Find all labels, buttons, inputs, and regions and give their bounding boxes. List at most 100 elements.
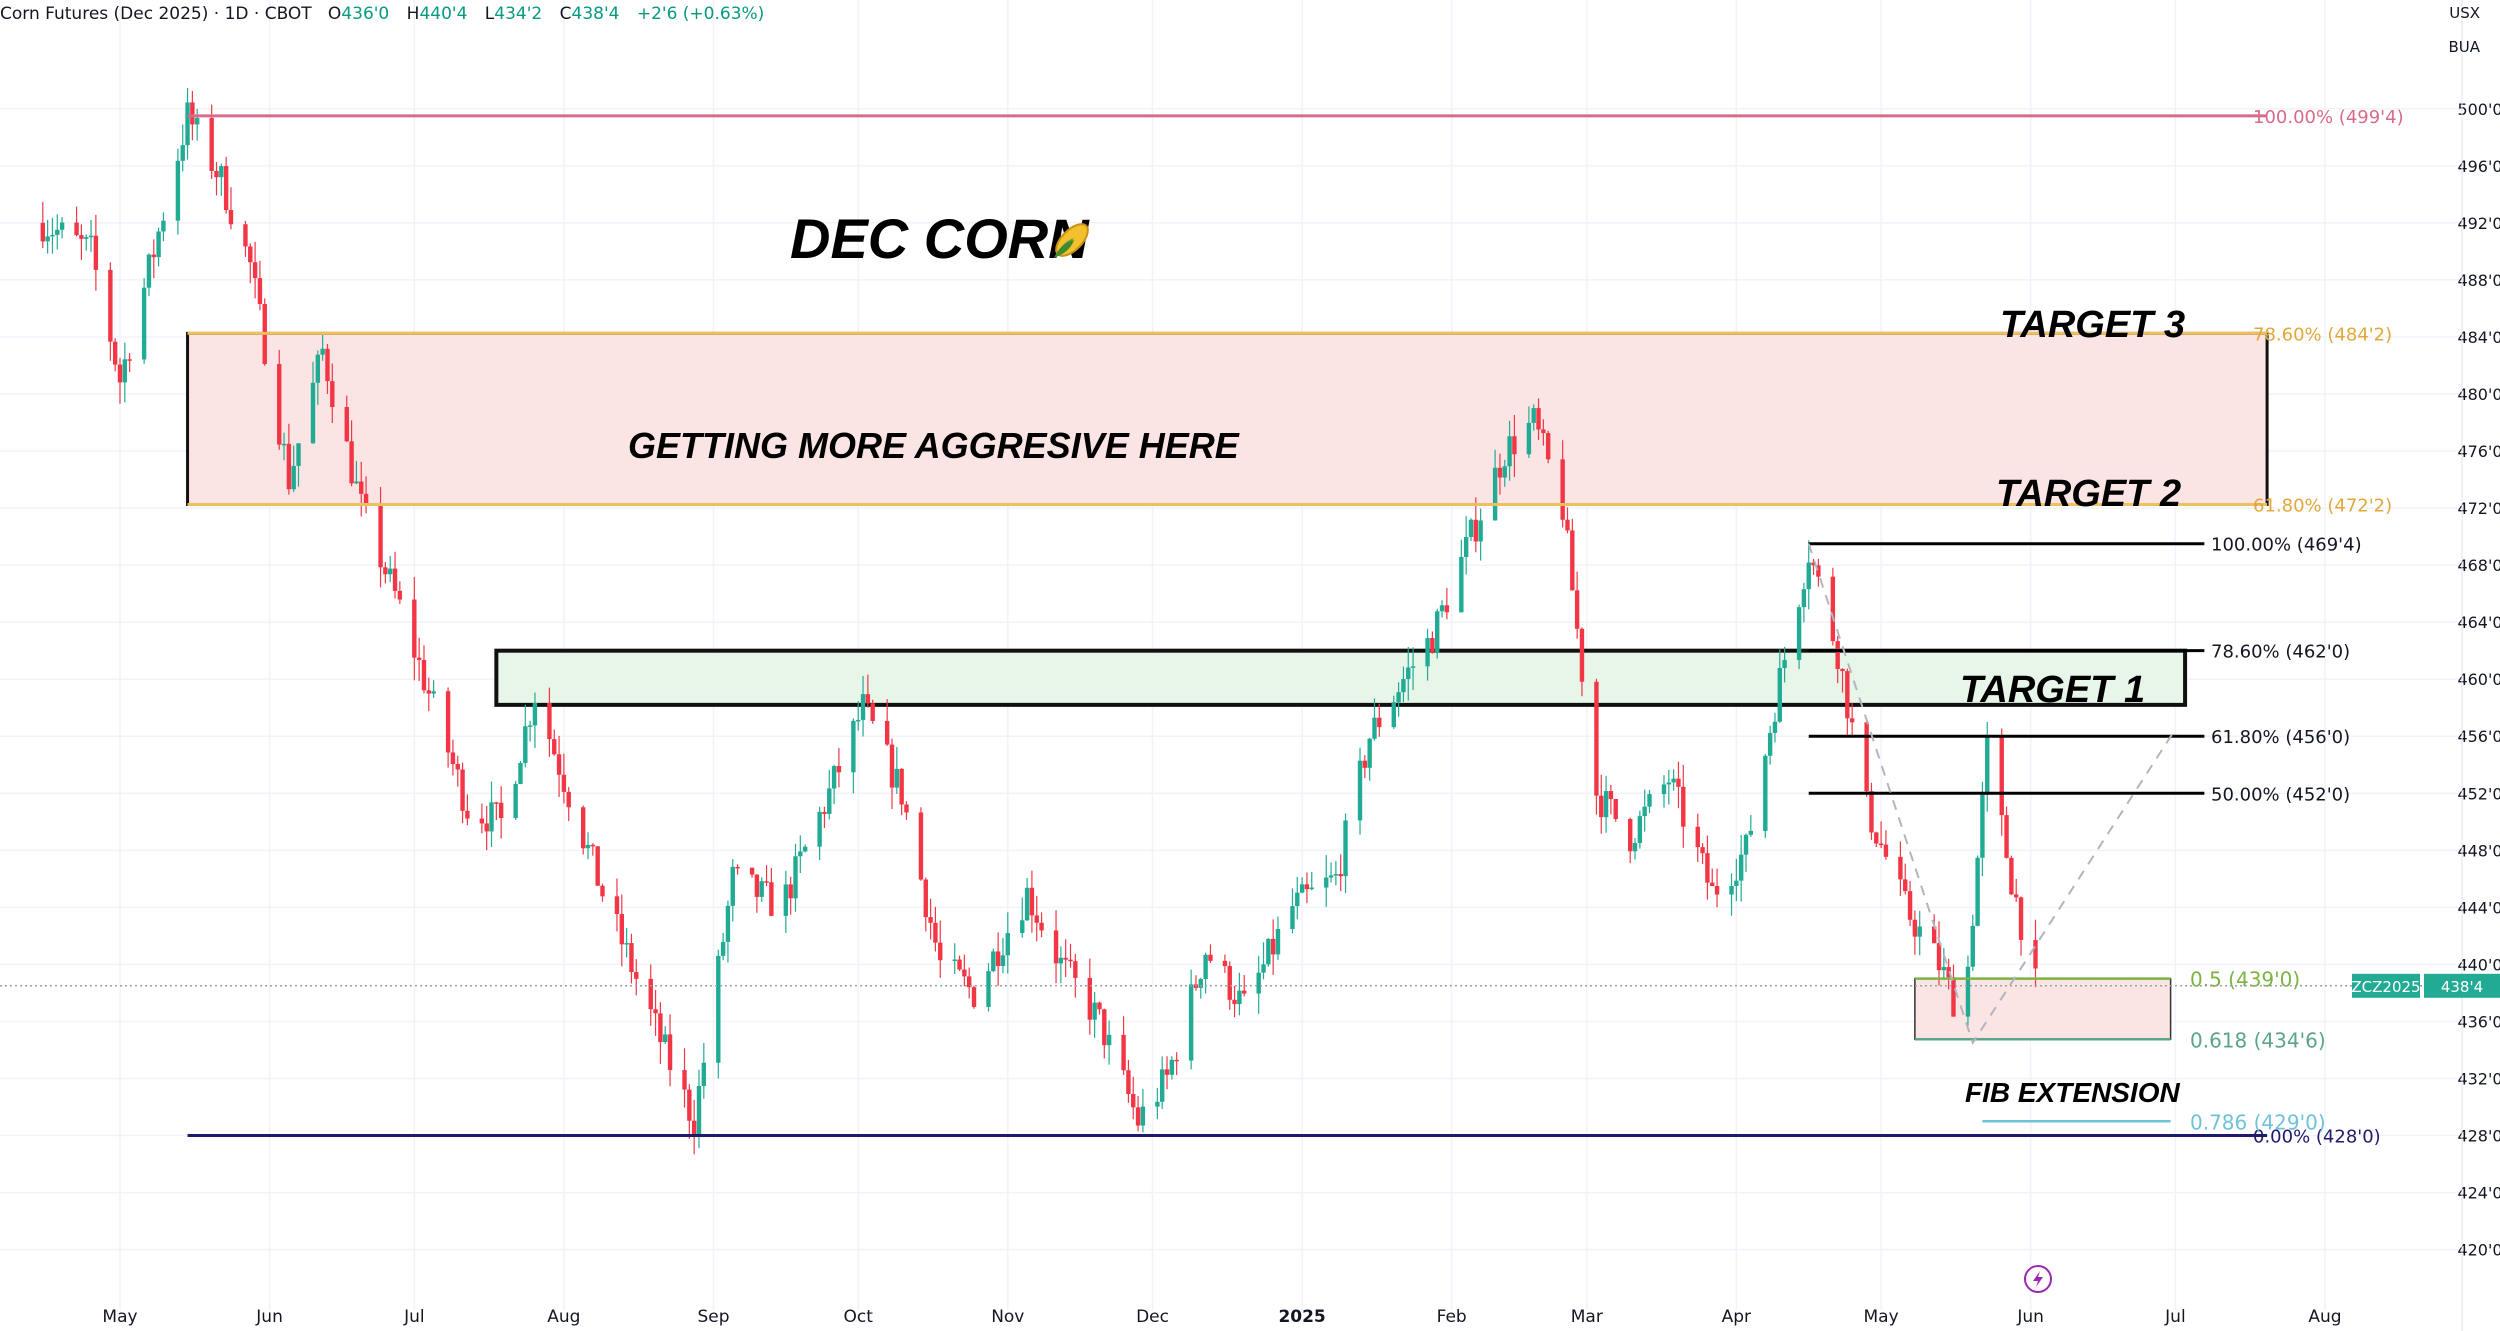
candle-body [1275,929,1281,955]
candle-body [1676,778,1681,787]
candle-body [971,987,977,1007]
candle-body [1203,954,1208,979]
candle-body [793,856,798,899]
candle-body [658,1013,663,1043]
target-2-label: TARGET 2 [1996,473,2181,515]
corn-icon [1054,223,1089,258]
fib-level-label: 61.80% (472'2) [2253,496,2392,517]
candle-body [1594,681,1599,796]
candle-body [1840,668,1845,672]
candle-body [1845,671,1850,719]
candle-body [310,382,316,444]
candle-body [228,209,234,225]
candle-body [788,884,793,899]
candle-body [894,768,900,788]
candle-body [2009,857,2014,895]
candle-body [1874,832,1879,844]
high-value: 440'4 [419,4,468,24]
candle-body [1878,843,1884,846]
candle-body [1299,884,1305,893]
candle-body [663,1034,668,1043]
projection-dashed-line [1807,543,2177,1046]
candle-body [667,1034,673,1071]
candle-body [1410,666,1416,668]
y-tick-label: 444'0 [2457,898,2500,917]
candle-body [489,802,494,832]
candle-body [769,882,774,916]
price-badge [2424,973,2500,998]
target-zone-upper [186,331,2269,507]
candle-body [1304,884,1310,890]
candle-body [479,818,485,824]
change-value: +2'6 (+0.63%) [636,4,765,24]
candle-body [93,235,99,270]
candle-body [79,235,84,239]
candle-body [498,802,504,819]
candle-body [1796,607,1802,660]
currency-label[interactable]: USX [2449,4,2480,22]
candle-body [1463,537,1469,557]
candle-body [991,951,996,972]
candle-body [1401,679,1406,693]
symbol-header: Corn Futures (Dec 2025) · 1D · CBOT O436… [0,4,776,24]
candle-body [1512,436,1517,455]
target-1-label: TARGET 1 [1960,669,2145,711]
candle-body [1261,964,1266,973]
candle-body [219,166,224,178]
candle-body [1734,880,1739,886]
candle-body [146,254,152,288]
candle-body [1570,530,1575,591]
y-tick-label: 472'0 [2457,499,2500,518]
candle-body [257,278,263,305]
unit-label[interactable]: BUA [2448,38,2480,56]
candle-body [725,905,731,942]
candle-body [1126,1070,1131,1094]
candle-body [580,807,586,849]
close-value: 438'4 [571,4,620,24]
candle-body [50,234,55,237]
candle-body [561,774,567,792]
candle-body [1266,938,1271,965]
candle-body [460,769,465,811]
candle-body [291,465,296,490]
candle-body [1169,1059,1175,1075]
candle-body [1526,422,1532,455]
fib-extension-label: 0.786 (429'0) [2190,1110,2326,1134]
candle-body [1227,966,1232,1000]
candle-body [1053,930,1059,964]
candle-body [1135,1107,1141,1126]
candle-body [1936,943,1942,971]
candle-body [1155,1101,1160,1107]
candle-body [1208,954,1213,961]
target-zone-lower [494,648,2188,707]
candle-body [889,744,895,788]
candle-body [383,567,388,575]
x-tick-label: 2025 [1278,1307,1325,1327]
x-tick-label: Nov [991,1307,1024,1327]
candle-body [1681,786,1686,827]
candle-body [827,788,832,814]
candle-body [315,354,321,383]
candle-body [1545,433,1551,460]
candle-body [209,117,214,171]
candle-body [783,884,789,916]
candle-body [696,1085,702,1136]
candle-body [1811,562,1816,566]
candle-body [484,823,489,832]
candle-body [296,443,301,466]
candle-body [1603,791,1609,818]
candle-body [1430,638,1435,653]
candle-body [634,972,639,979]
y-tick-label: 496'0 [2457,157,2500,176]
candle-body [619,914,624,945]
low-label: L [484,4,495,24]
candle-body [1849,718,1855,723]
candle-body [1632,843,1638,852]
low-value: 434'2 [494,4,543,24]
candle-body [1073,961,1078,978]
candle-body [1613,798,1618,819]
candle-body [344,407,349,442]
candle-body [552,739,557,755]
candle-body [141,287,147,360]
